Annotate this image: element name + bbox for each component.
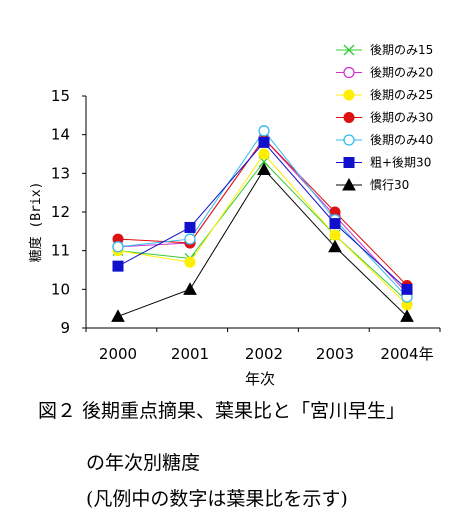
data-point — [257, 162, 271, 175]
legend-item-7: 慣行30 — [336, 177, 409, 192]
data-point — [112, 260, 124, 272]
legend-label: 後期のみ15 — [370, 43, 433, 57]
legend-label: 後期のみ20 — [370, 66, 433, 80]
x-tick-label: 2003 — [316, 345, 354, 363]
legend-item-2: 後期のみ20 — [336, 66, 433, 80]
y-tick-label: 11 — [51, 242, 70, 260]
data-point — [329, 229, 341, 241]
legend-item-1: 後期のみ15 — [336, 43, 433, 57]
legend-marker — [343, 89, 355, 101]
data-point — [258, 136, 270, 148]
data-point — [328, 239, 342, 253]
x-tick-label: 2002 — [245, 345, 283, 363]
x-tick-label: 2000 — [99, 345, 137, 363]
series-line — [117, 137, 408, 294]
legend-marker — [343, 134, 355, 146]
y-tick-label: 9 — [60, 319, 70, 337]
data-point — [401, 283, 413, 295]
data-point — [112, 241, 124, 253]
x-tick-label: 2001 — [171, 345, 209, 363]
x-axis-label: 年次 — [245, 370, 275, 388]
legend-label: 慣行30 — [370, 177, 409, 192]
figure-caption-line3: (凡例中の数字は葉果比を示す) — [86, 488, 348, 510]
data-point — [184, 233, 196, 245]
legend-marker — [343, 66, 355, 79]
legend-item-6: 粗+後期30 — [336, 156, 431, 170]
legend-label: 後期のみ25 — [370, 88, 433, 102]
series-line — [117, 153, 408, 306]
legend-item-4: 後期のみ30 — [336, 111, 433, 125]
data-point — [183, 282, 197, 295]
data-point — [184, 221, 196, 233]
data-point — [184, 256, 196, 268]
y-axis-label: 糖度 (Brix) — [28, 182, 44, 263]
series-7 — [111, 162, 414, 322]
legend-item-3: 後期のみ25 — [336, 88, 433, 102]
legend-marker — [343, 112, 355, 123]
y-tick-label: 12 — [51, 203, 70, 221]
series-6 — [112, 136, 413, 295]
data-point — [329, 218, 341, 230]
x-tick-label: 2004年 — [380, 345, 433, 363]
data-point — [400, 309, 414, 322]
legend-marker — [343, 44, 355, 56]
figure-caption-line1: 図２ 後期重点摘果、葉果比と「宮川早生」 — [38, 400, 406, 422]
legend-label: 粗+後期30 — [370, 156, 431, 170]
series-lines — [111, 125, 414, 322]
legend-label: 後期のみ40 — [370, 133, 433, 147]
data-point — [258, 148, 270, 160]
series-3 — [112, 148, 413, 311]
data-point — [258, 125, 270, 137]
chart-legend: 後期のみ15 後期のみ20 後期のみ25 後期のみ30 後期のみ40 粗+後期30 慣行30 — [336, 43, 433, 192]
y-tick-label: 13 — [51, 164, 70, 182]
figure-caption-line2: の年次別糖度 — [86, 452, 201, 474]
series-1 — [112, 156, 413, 307]
legend-marker — [343, 157, 355, 168]
brix-line-chart: 9 10 11 12 13 14 15 2000 2001 2002 2003 2004年 後期のみ1… — [28, 43, 441, 388]
data-point — [111, 309, 125, 322]
legend-item-5: 後期のみ40 — [336, 133, 433, 147]
legend-label: 後期のみ30 — [370, 111, 433, 125]
y-tick-label: 14 — [51, 126, 70, 144]
chart-axes: 9 10 11 12 13 14 15 2000 2001 2002 2003 2004年 — [51, 87, 441, 363]
y-tick-label: 15 — [51, 87, 70, 105]
y-tick-label: 10 — [51, 280, 70, 298]
series-line — [117, 160, 408, 302]
legend-marker — [342, 177, 356, 191]
